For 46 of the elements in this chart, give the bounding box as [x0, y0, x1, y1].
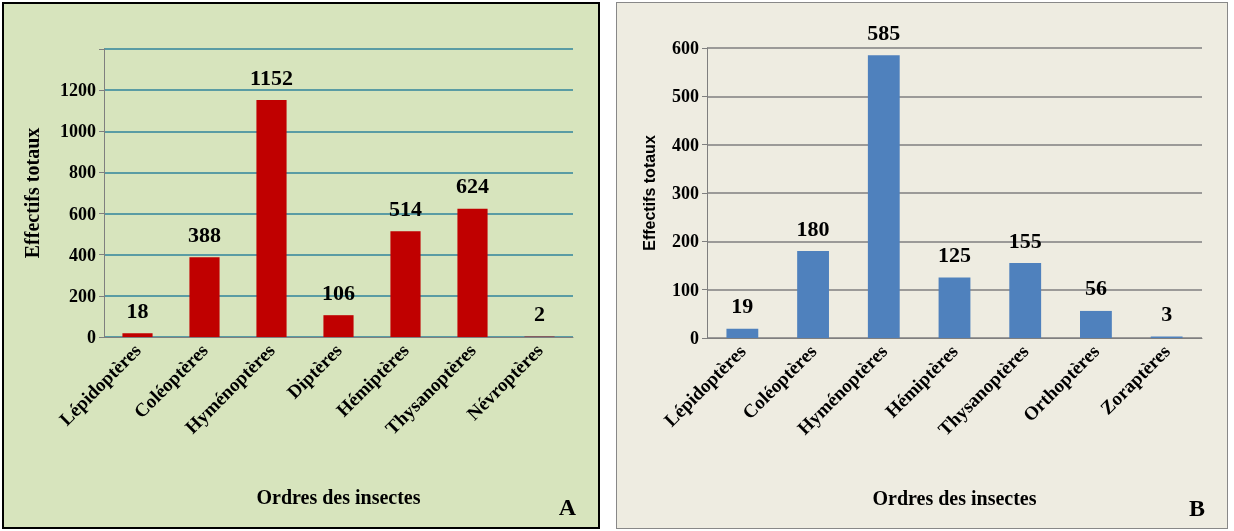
y-tick-label: 1000: [60, 121, 96, 142]
bar: [938, 277, 971, 338]
y-axis-title: Effectifs totaux: [21, 127, 43, 259]
bar: [797, 251, 829, 338]
text: B: [1188, 495, 1206, 521]
bar: [1080, 310, 1112, 338]
y-tick-label: 500: [672, 86, 699, 107]
data-label: 180: [796, 215, 830, 241]
text: A: [558, 494, 577, 520]
x-axis-title: Ordres des insectes: [256, 486, 421, 508]
bar: [323, 315, 354, 337]
bar: [457, 208, 488, 337]
y-tick-label: 0: [690, 328, 699, 348]
y-tick-label: 200: [69, 285, 96, 306]
bar: [1009, 263, 1042, 338]
data-label: 125: [938, 242, 971, 268]
bar: [390, 231, 421, 337]
data-label: 56: [1084, 275, 1107, 301]
data-label: 155: [1008, 227, 1042, 253]
y-axis-title: Effectifs totaux: [640, 135, 658, 251]
y-tick-label: 200: [672, 231, 699, 252]
data-label: 19: [731, 293, 754, 319]
y-tick-label: 400: [69, 244, 96, 265]
data-label: 514: [389, 195, 422, 221]
y-tick-label: 800: [69, 162, 96, 183]
data-label: 585: [867, 19, 901, 45]
data-label: 1152: [250, 64, 293, 90]
y-tick-label: 0: [87, 327, 96, 347]
data-label: 624: [456, 173, 489, 199]
y-tick-label: 600: [69, 203, 96, 224]
bar: [867, 55, 900, 338]
x-axis-title: Ordres des insectes: [872, 487, 1037, 509]
data-label: 18: [126, 297, 149, 323]
data-label: 2: [534, 301, 545, 327]
data-label: 3: [1161, 301, 1173, 327]
bar: [189, 257, 220, 337]
y-tick-label: 600: [672, 38, 699, 58]
y-tick-label: 100: [672, 279, 699, 300]
data-label: 106: [322, 279, 355, 305]
bar: [122, 333, 153, 337]
bar: [256, 100, 287, 337]
data-label: 388: [188, 221, 221, 247]
y-tick-label: 400: [672, 134, 699, 155]
y-tick-label: 1200: [60, 80, 96, 101]
y-tick-label: 300: [672, 183, 699, 203]
bar: [726, 328, 759, 338]
